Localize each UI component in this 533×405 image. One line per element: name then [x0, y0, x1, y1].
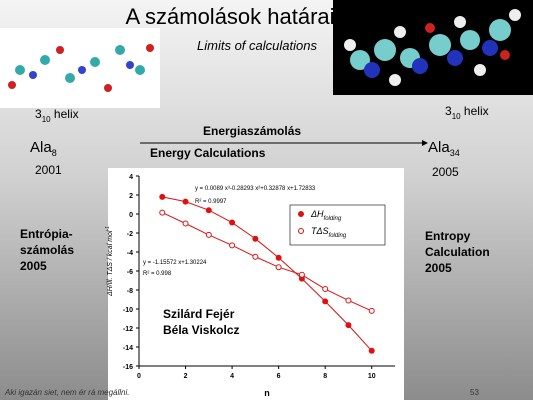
legend	[289, 204, 386, 246]
data-point	[159, 193, 166, 200]
x-tick-label: 4	[230, 373, 234, 380]
data-point	[229, 242, 236, 249]
series-line	[162, 196, 373, 352]
author: Béla Viskolcz	[163, 323, 240, 337]
y-tick-label: -10	[123, 307, 133, 314]
note: számolás	[20, 243, 74, 257]
note: Calculation	[425, 245, 490, 259]
data-point	[252, 235, 259, 242]
year: 2005	[432, 165, 459, 179]
annotation: y = -1.15572 x+1.30224	[143, 260, 207, 266]
text: ΔH/ill. TΔS / kcal mol	[107, 230, 114, 297]
text: ΔH	[310, 209, 324, 219]
data-point	[275, 254, 282, 261]
note: Entrópia-	[20, 227, 73, 241]
note: 2005	[425, 261, 452, 275]
chart-background	[108, 168, 404, 400]
left-molecule-image	[0, 28, 160, 108]
data-point	[205, 231, 212, 238]
page-number: 53	[470, 388, 479, 397]
y-axis-label: ΔH/ill. TΔS / kcal mol-1	[105, 226, 114, 297]
note: Entropy	[425, 229, 471, 243]
author: Szilárd Fejér	[163, 307, 235, 321]
y-tick-label: -6	[127, 269, 133, 276]
text: Ala	[30, 139, 52, 156]
x-tick-label: 8	[323, 373, 327, 380]
legend-label: TΔSfolding	[311, 226, 347, 239]
left-helix-label: 310 helix	[35, 107, 79, 124]
subscript: 10	[42, 115, 51, 124]
legend-marker	[298, 228, 304, 234]
data-point	[345, 322, 352, 329]
subtitle: Limits of calculations	[197, 38, 317, 53]
data-point	[322, 298, 329, 305]
y-tick-label: -14	[123, 345, 133, 352]
annotation: R² = 0.998	[143, 271, 172, 277]
legend-label: ΔHfolding	[310, 209, 342, 222]
y-tick-label: 2	[129, 193, 133, 200]
subscript: 10	[452, 112, 461, 121]
subscript: folding	[329, 233, 347, 239]
molecule-label: Ala34	[428, 139, 460, 158]
data-point	[159, 209, 166, 216]
text: helix	[461, 104, 489, 118]
data-point	[298, 271, 305, 278]
y-tick-label: -8	[127, 288, 133, 295]
note: 2005	[20, 259, 47, 273]
chart: 4 2 0 -2 -4 -6 -8 -10 -12 -14 -16 0 2 4 6 8 10 n ΔH/ill. T…	[105, 174, 395, 398]
data-point	[275, 264, 282, 271]
x-tick-label: 10	[368, 373, 376, 380]
superscript: -1	[105, 226, 111, 231]
right-helix-label: 310 helix	[445, 104, 489, 121]
data-point	[322, 286, 329, 293]
right-molecule-image	[333, 0, 533, 95]
text: TΔS	[311, 226, 329, 236]
molecule-label: Ala8	[30, 139, 57, 158]
annotation: R² = 0.9997	[195, 199, 227, 205]
arrow-label: Energy Calculations	[150, 146, 266, 160]
annotation: y = 0.0089 x³-0.28293 x²+0.32878 x+1.728…	[195, 186, 316, 192]
series-line	[162, 212, 372, 312]
y-tick-label: -4	[127, 250, 133, 257]
legend-marker	[298, 211, 304, 217]
data-point	[252, 253, 259, 260]
x-tick-label: 0	[137, 373, 141, 380]
y-tick-label: -16	[123, 364, 133, 371]
title: A számolások határai	[125, 4, 334, 29]
subscript: 34	[450, 148, 460, 158]
text: 3	[35, 107, 42, 121]
x-tick-label: 6	[277, 373, 281, 380]
footer: Aki igazán siet, nem ér rá megállni.	[4, 388, 130, 397]
data-point	[368, 307, 375, 314]
data-point	[345, 297, 352, 304]
y-tick-label: 4	[129, 174, 133, 181]
x-tick-label: 2	[184, 373, 188, 380]
year: 2001	[35, 163, 62, 177]
x-axis-label: n	[264, 388, 270, 398]
y-tick-label: 0	[129, 212, 133, 219]
text: Ala	[428, 139, 450, 156]
text: 3	[445, 104, 452, 118]
text: helix	[51, 107, 79, 121]
data-point	[182, 198, 189, 205]
data-point	[205, 207, 212, 214]
data-point	[229, 219, 236, 226]
y-tick-label: -12	[123, 326, 133, 333]
subscript: folding	[324, 216, 342, 222]
data-point	[182, 220, 189, 227]
data-point	[368, 347, 375, 354]
y-tick-label: -2	[127, 231, 133, 238]
subscript: 8	[52, 148, 57, 158]
arrow-head	[422, 140, 428, 146]
arrow-label: Energiaszámolás	[203, 124, 301, 138]
